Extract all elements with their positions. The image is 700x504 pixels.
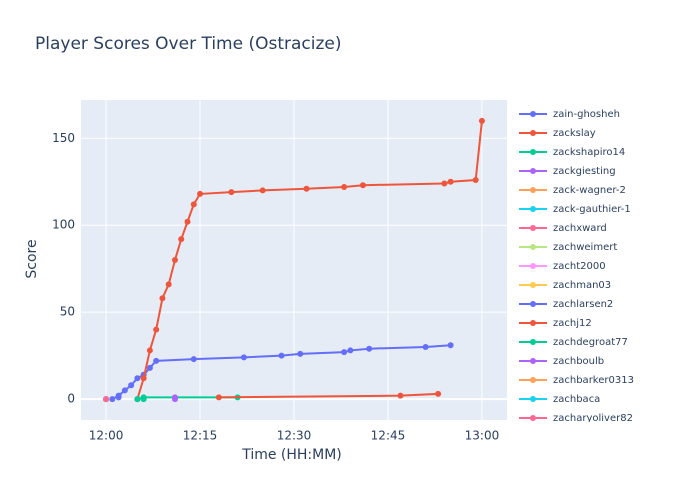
legend-marker (530, 244, 536, 250)
data-point (278, 352, 285, 359)
data-point (153, 326, 160, 333)
data-point (115, 394, 122, 401)
data-point (303, 185, 310, 192)
data-point (121, 387, 128, 394)
data-point (165, 281, 172, 288)
legend-label[interactable]: zachlarsen2 (553, 299, 613, 310)
data-point (472, 177, 479, 183)
data-point (159, 295, 166, 302)
data-point (441, 180, 448, 187)
legend-marker (530, 396, 536, 402)
data-point (259, 187, 266, 194)
data-point (422, 343, 429, 350)
data-point (171, 396, 178, 403)
data-point (103, 396, 110, 403)
data-point (153, 357, 160, 364)
y-tick-label: 0 (67, 392, 75, 406)
legend-label[interactable]: zachbarker0313 (553, 375, 634, 386)
legend-marker (530, 415, 536, 421)
legend-label[interactable]: zachxward (553, 223, 607, 234)
data-point (190, 356, 197, 363)
data-point (128, 382, 135, 389)
data-point (171, 257, 178, 263)
data-point (140, 375, 147, 382)
x-axis-title: Time (HH:MM) (241, 447, 342, 463)
data-point (447, 178, 454, 185)
legend-label[interactable]: zain-ghosheh (553, 109, 620, 120)
data-point (134, 375, 141, 382)
legend-marker (530, 263, 536, 269)
legend-marker (530, 282, 536, 288)
data-point (134, 396, 141, 403)
data-point (228, 189, 235, 196)
legend-label[interactable]: zachweimert (553, 242, 617, 253)
legend-marker (530, 111, 536, 117)
legend-label[interactable]: zachboulb (553, 356, 604, 367)
data-point (184, 218, 191, 225)
data-point (190, 201, 197, 208)
legend-marker (530, 301, 536, 307)
x-tick-label: 12:30 (277, 429, 312, 443)
data-point (435, 390, 442, 397)
y-tick-label: 50 (60, 305, 75, 319)
legend-label[interactable]: zackslay (553, 128, 596, 139)
legend-label[interactable]: zack-wagner-2 (553, 185, 626, 196)
data-point (297, 350, 304, 357)
legend-marker (530, 149, 536, 155)
y-tick-label: 100 (52, 218, 75, 232)
y-tick-label: 150 (52, 131, 75, 145)
data-point (447, 342, 454, 349)
legend-label[interactable]: zacht2000 (553, 261, 606, 272)
legend-label[interactable]: zackgiesting (553, 166, 616, 177)
data-point (197, 190, 204, 197)
data-point (341, 183, 348, 190)
legend-marker (530, 358, 536, 364)
data-point (478, 117, 485, 124)
legend-marker (530, 320, 536, 326)
data-point (347, 347, 354, 354)
data-point (215, 394, 222, 401)
chart-title: Player Scores Over Time (Ostracize) (35, 34, 342, 54)
x-tick-label: 13:00 (465, 429, 500, 443)
legend-label[interactable]: zachman03 (553, 280, 611, 291)
data-point (341, 349, 348, 356)
legend-label[interactable]: zachbaca (553, 394, 600, 405)
series-line (136, 120, 483, 400)
legend-marker (530, 225, 536, 231)
legend-marker (530, 377, 536, 383)
data-point (240, 354, 247, 361)
legend-marker (530, 206, 536, 212)
legend-marker (530, 168, 536, 174)
data-point (366, 345, 373, 352)
legend-label[interactable]: zackshapiro14 (553, 147, 625, 158)
data-point (140, 396, 147, 403)
data-point (397, 392, 404, 399)
y-axis-title: Score (24, 239, 40, 278)
x-tick-label: 12:00 (89, 429, 124, 443)
legend-label[interactable]: zachdegroat77 (553, 337, 628, 348)
legend-label[interactable]: zacharyoliver82 (553, 413, 633, 424)
data-point (359, 182, 366, 189)
data-point (146, 364, 153, 371)
legend-label[interactable]: zack-gauthier-1 (553, 204, 631, 215)
legend-marker (530, 187, 536, 193)
x-tick-label: 12:15 (183, 429, 218, 443)
legend-marker (530, 339, 536, 345)
legend-label[interactable]: zachj12 (553, 318, 592, 329)
data-point (178, 236, 185, 243)
x-tick-label: 12:45 (371, 429, 406, 443)
data-point (146, 347, 153, 354)
legend-marker (530, 130, 536, 136)
data-point (109, 396, 116, 403)
